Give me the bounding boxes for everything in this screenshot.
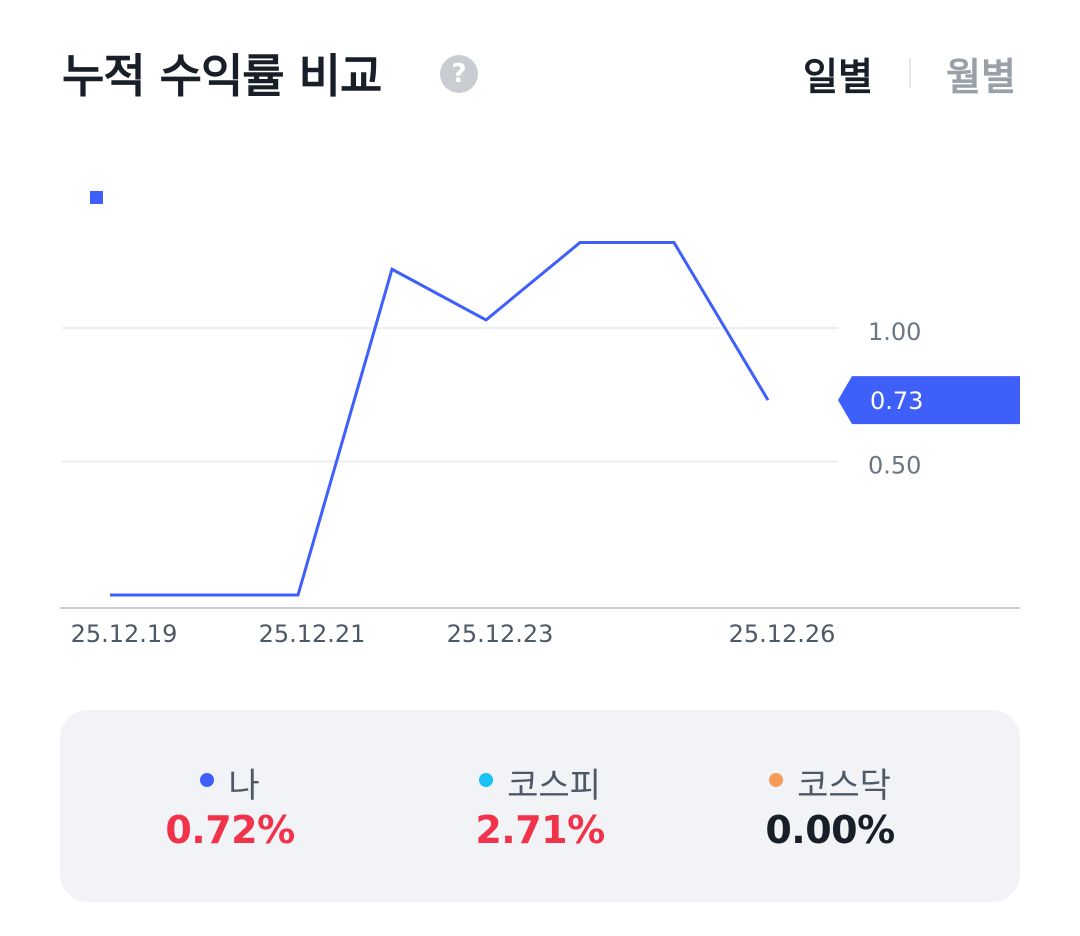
period-tab-daily[interactable]: 일별 <box>803 55 873 99</box>
help-icon[interactable]: ? <box>440 55 478 93</box>
y-tick-label: 1.00 <box>868 318 921 346</box>
legend-name-kosdaq: 코스닥 <box>797 766 891 806</box>
x-tick-label: 25.12.23 <box>447 620 554 648</box>
legend-dot-kosdaq <box>769 772 784 787</box>
x-tick-label: 25.12.26 <box>729 620 836 648</box>
period-tab-monthly[interactable]: 월별 <box>946 55 1016 99</box>
x-tick-label: 25.12.21 <box>259 620 366 648</box>
current-value-label: 0.73 <box>870 387 923 415</box>
x-tick-label: 25.12.19 <box>71 620 178 648</box>
legend-name-kospi: 코스피 <box>507 766 601 806</box>
current-value-tag <box>838 376 1020 425</box>
period-tab-separator <box>909 58 911 88</box>
legend-name-me: 나 <box>228 766 260 806</box>
legend-value-kosdaq: 0.00% <box>765 808 895 852</box>
legend-item-kosdaq: 코스닥 0.00% <box>690 710 970 902</box>
legend-item-kospi: 코스피 2.71% <box>400 710 680 902</box>
legend-item-me: 나 0.72% <box>90 710 370 902</box>
legend-panel: 나 0.72% 코스피 2.71% 코스닥 0.00% <box>60 710 1020 902</box>
page-title: 누적 수익률 비교 <box>62 49 382 103</box>
return-chart: 1.00 0.50 25.12.19 25.12.21 25.12.23 25.12.26… <box>60 191 1020 648</box>
series-line <box>110 241 770 597</box>
legend-dot-kospi <box>479 772 494 787</box>
legend-value-me: 0.72% <box>165 808 295 852</box>
series-marker <box>90 191 103 204</box>
legend-dot-me <box>200 772 215 787</box>
y-tick-label: 0.50 <box>868 452 921 480</box>
legend-value-kospi: 2.71% <box>475 808 605 852</box>
